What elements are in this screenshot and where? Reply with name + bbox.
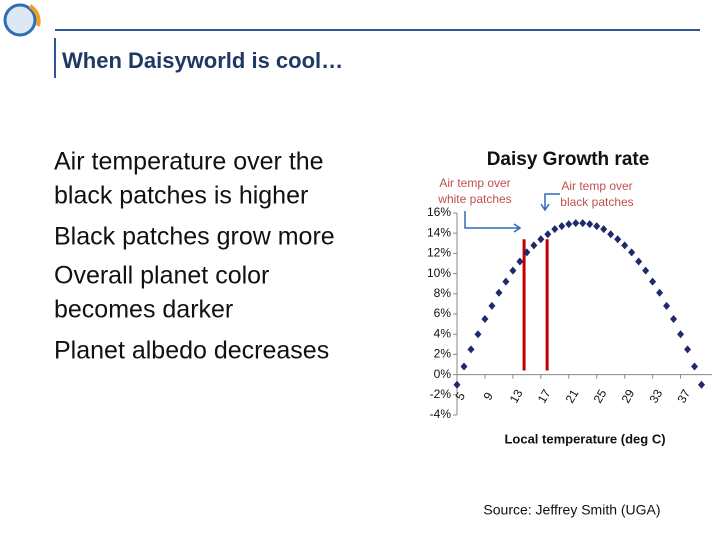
title: When Daisyworld is cool… (62, 48, 343, 73)
x-tick-label: 33 (646, 387, 665, 406)
x-axis-label: Local temperature (deg C) (504, 431, 665, 446)
x-tick-label: 37 (674, 387, 693, 406)
point (649, 277, 657, 286)
y-tick-label: 12% (427, 246, 451, 260)
x-tick-label: 29 (619, 387, 638, 406)
y-tick-label: 0% (434, 367, 452, 381)
annotation: Air temp over (439, 176, 510, 190)
point (628, 248, 636, 257)
point (670, 315, 678, 324)
point (656, 288, 664, 297)
bullet-text: Black patches grow more (54, 223, 335, 251)
point (600, 225, 608, 234)
point (593, 222, 601, 231)
point (586, 220, 594, 229)
logo (3, 3, 41, 37)
bullet-text: Air temperature over the (54, 148, 324, 176)
annotation: white patches (437, 192, 511, 206)
point (481, 315, 489, 324)
annotation: Air temp over (561, 179, 632, 193)
point (551, 225, 559, 234)
point (460, 362, 468, 371)
point (614, 235, 622, 244)
point (691, 362, 699, 371)
y-tick-label: 16% (427, 205, 451, 219)
x-tick-label: 13 (507, 387, 526, 406)
bullet-text: Planet albedo decreases (54, 337, 329, 365)
point (677, 330, 685, 339)
point (635, 257, 643, 266)
source: Source: Jeffrey Smith (UGA) (483, 502, 660, 518)
point (607, 230, 615, 239)
annotation: black patches (560, 195, 633, 209)
point (530, 241, 538, 250)
x-tick-label: 21 (563, 387, 582, 406)
chart-title: Daisy Growth rate (487, 149, 650, 170)
point (488, 301, 496, 310)
bullet-text: Overall planet color (54, 262, 269, 290)
point (663, 301, 671, 310)
point (509, 266, 517, 275)
y-tick-label: 6% (434, 306, 452, 320)
point (565, 220, 573, 229)
y-tick-label: 10% (427, 266, 451, 280)
bullet-text: black patches is higher (54, 182, 308, 210)
point (642, 266, 650, 275)
y-tick-label: 4% (434, 326, 452, 340)
point (544, 230, 552, 239)
point (523, 248, 531, 257)
bullet-text: becomes darker (54, 296, 233, 324)
y-tick-label: -4% (430, 407, 452, 421)
y-tick-label: 14% (427, 225, 451, 239)
arrow (540, 193, 560, 212)
point (572, 219, 580, 228)
point (579, 219, 587, 228)
point (537, 235, 545, 244)
point (495, 288, 503, 297)
arrow (464, 211, 522, 233)
point (516, 257, 524, 266)
point (558, 222, 566, 231)
x-tick-label: 25 (591, 387, 610, 406)
y-tick-label: 2% (434, 347, 452, 361)
x-tick-label: 5 (453, 390, 469, 403)
x-tick-label: 17 (535, 387, 554, 406)
y-tick-label: 8% (434, 286, 452, 300)
point (453, 380, 461, 389)
point (698, 380, 706, 389)
y-tick-label: -2% (430, 387, 452, 401)
point (467, 345, 475, 354)
point (474, 330, 482, 339)
point (621, 241, 629, 250)
point (502, 277, 510, 286)
x-tick-label: 9 (480, 390, 496, 403)
point (684, 345, 692, 354)
